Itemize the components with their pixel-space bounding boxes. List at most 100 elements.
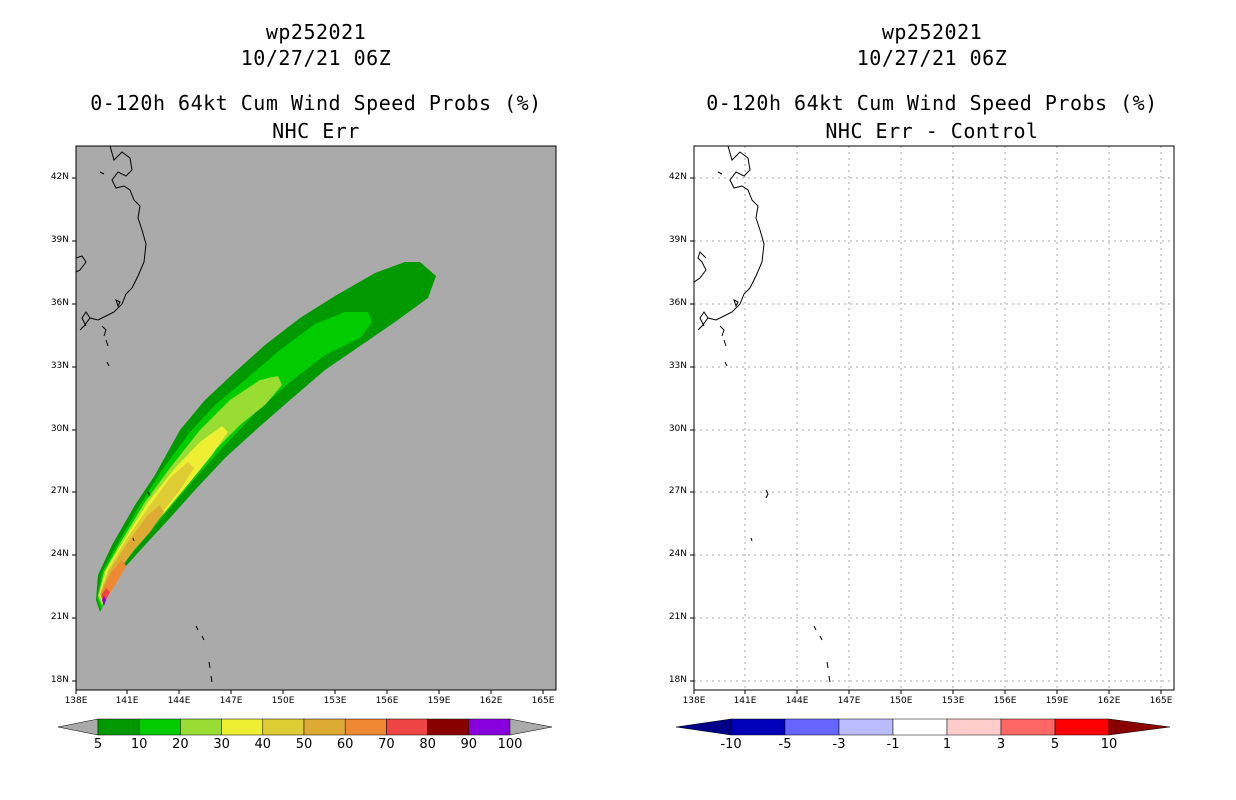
right-lat-label: 21N <box>668 612 687 622</box>
left-lon-label: 147E <box>219 696 243 706</box>
left-map-frame <box>75 145 557 691</box>
right-lon-label: 138E <box>682 696 706 706</box>
colorbar-swatch <box>892 718 948 736</box>
left-colorbar-label: 90 <box>460 737 478 752</box>
left-colorbar-label: 10 <box>130 737 148 752</box>
prob-contour-50 <box>100 505 164 601</box>
right-colorbar-label: 3 <box>996 737 1006 752</box>
left-lat-label: 36N <box>50 298 69 308</box>
right-lon-label: 141E <box>733 696 757 706</box>
left-lon-label: 159E <box>427 696 451 706</box>
right-ticks <box>690 177 1162 694</box>
left-lat-label: 18N <box>50 675 69 685</box>
left-lat-label: 24N <box>50 549 69 559</box>
right-lon-label: 165E <box>1149 696 1173 706</box>
right-map-panel <box>690 145 1175 694</box>
left-colorbar <box>57 718 553 736</box>
prob-contour-5 <box>96 262 436 612</box>
right-lon-label: 150E <box>889 696 913 706</box>
right-lat-label: 33N <box>668 361 687 371</box>
left-lat-label: 33N <box>50 361 69 371</box>
right-colorbar-label: 5 <box>1050 737 1060 752</box>
right-colorbar-label: -3 <box>832 737 846 752</box>
colorbar-swatch <box>262 718 305 736</box>
left-coastline <box>76 146 213 683</box>
left-map-background <box>76 146 556 690</box>
colorbar-swatch <box>221 718 264 736</box>
colorbar-swatch <box>180 718 222 736</box>
left-colorbar-label: 20 <box>172 737 189 752</box>
colorbar-swatch <box>1054 718 1110 736</box>
colorbar-swatch <box>344 718 387 736</box>
left-lat-label: 39N <box>50 235 69 245</box>
left-colorbar-label: 5 <box>93 737 103 752</box>
colorbar-swatch <box>386 718 428 736</box>
left-probability-swath <box>76 146 436 683</box>
colorbar-swatch <box>97 718 140 736</box>
left-lon-label: 141E <box>115 696 139 706</box>
left-colorbar-label: 60 <box>336 737 354 752</box>
right-colorbar-label: -5 <box>778 737 792 752</box>
colorbar-swatch <box>468 718 511 736</box>
right-lat-label: 39N <box>668 235 687 245</box>
left-colorbar-label: 40 <box>254 737 272 752</box>
right-colorbar-label: 10 <box>1100 737 1118 752</box>
right-title-product: 0-120h 64kt Cum Wind Speed Probs (%) <box>706 91 1158 115</box>
right-lat-label: 30N <box>668 424 687 434</box>
colorbar-swatch <box>838 718 894 736</box>
right-lon-label: 147E <box>837 696 861 706</box>
prob-contour-90 <box>102 596 106 606</box>
right-coastline <box>694 146 831 683</box>
right-gridlines <box>694 146 1174 690</box>
left-ticks <box>72 177 544 694</box>
left-lon-label: 153E <box>323 696 347 706</box>
right-lat-label: 24N <box>668 549 687 559</box>
left-colorbar-label: 50 <box>295 737 313 752</box>
left-title-datetime: 10/27/21 06Z <box>240 46 392 70</box>
colorbar-under-arrow <box>675 718 732 736</box>
right-lat-label: 36N <box>668 298 687 308</box>
right-title-datetime: 10/27/21 06Z <box>856 46 1008 70</box>
right-colorbar <box>675 718 1171 736</box>
left-title-product: 0-120h 64kt Cum Wind Speed Probs (%) <box>90 91 542 115</box>
prob-contour-30 <box>99 426 228 604</box>
left-title-storm-id: wp252021 <box>265 20 367 44</box>
left-lat-label: 30N <box>50 424 69 434</box>
right-lon-label: 159E <box>1045 696 1069 706</box>
left-lon-label: 138E <box>64 696 88 706</box>
right-lon-label: 144E <box>785 696 809 706</box>
colorbar-swatch <box>946 718 1002 736</box>
right-lat-label: 18N <box>668 675 687 685</box>
left-colorbar-label: 30 <box>213 737 230 752</box>
colorbar-swatch <box>1000 718 1056 736</box>
prob-contour-10 <box>97 312 372 610</box>
right-colorbar-label: -10 <box>720 737 742 752</box>
right-colorbar-label: 1 <box>942 737 952 752</box>
colorbar-over-arrow <box>1108 718 1171 736</box>
left-lat-label: 21N <box>50 612 69 622</box>
left-lon-label: 156E <box>375 696 399 706</box>
left-lon-label: 165E <box>531 696 555 706</box>
colorbar-over-arrow <box>509 718 553 736</box>
left-colorbar-label: 100 <box>497 737 523 752</box>
right-lon-label: 156E <box>993 696 1017 706</box>
colorbar-swatch <box>303 718 346 736</box>
colorbar-swatch <box>784 718 840 736</box>
prob-contour-20 <box>98 376 282 606</box>
colorbar-swatch <box>138 718 181 736</box>
right-lat-label: 27N <box>668 486 687 496</box>
colorbar-swatch <box>730 718 786 736</box>
left-lon-label: 144E <box>167 696 191 706</box>
right-title-subtitle: NHC Err - Control <box>825 119 1039 143</box>
left-map-panel <box>72 145 557 694</box>
colorbar-swatch <box>427 718 470 736</box>
left-lon-label: 150E <box>271 696 295 706</box>
left-lat-label: 27N <box>50 486 69 496</box>
prob-contour-40 <box>100 462 194 602</box>
right-title-storm-id: wp252021 <box>881 20 983 44</box>
left-colorbar-label: 80 <box>419 737 436 752</box>
right-map-background <box>694 146 1174 690</box>
left-title-subtitle: NHC Err <box>272 119 360 143</box>
right-lon-label: 153E <box>941 696 965 706</box>
